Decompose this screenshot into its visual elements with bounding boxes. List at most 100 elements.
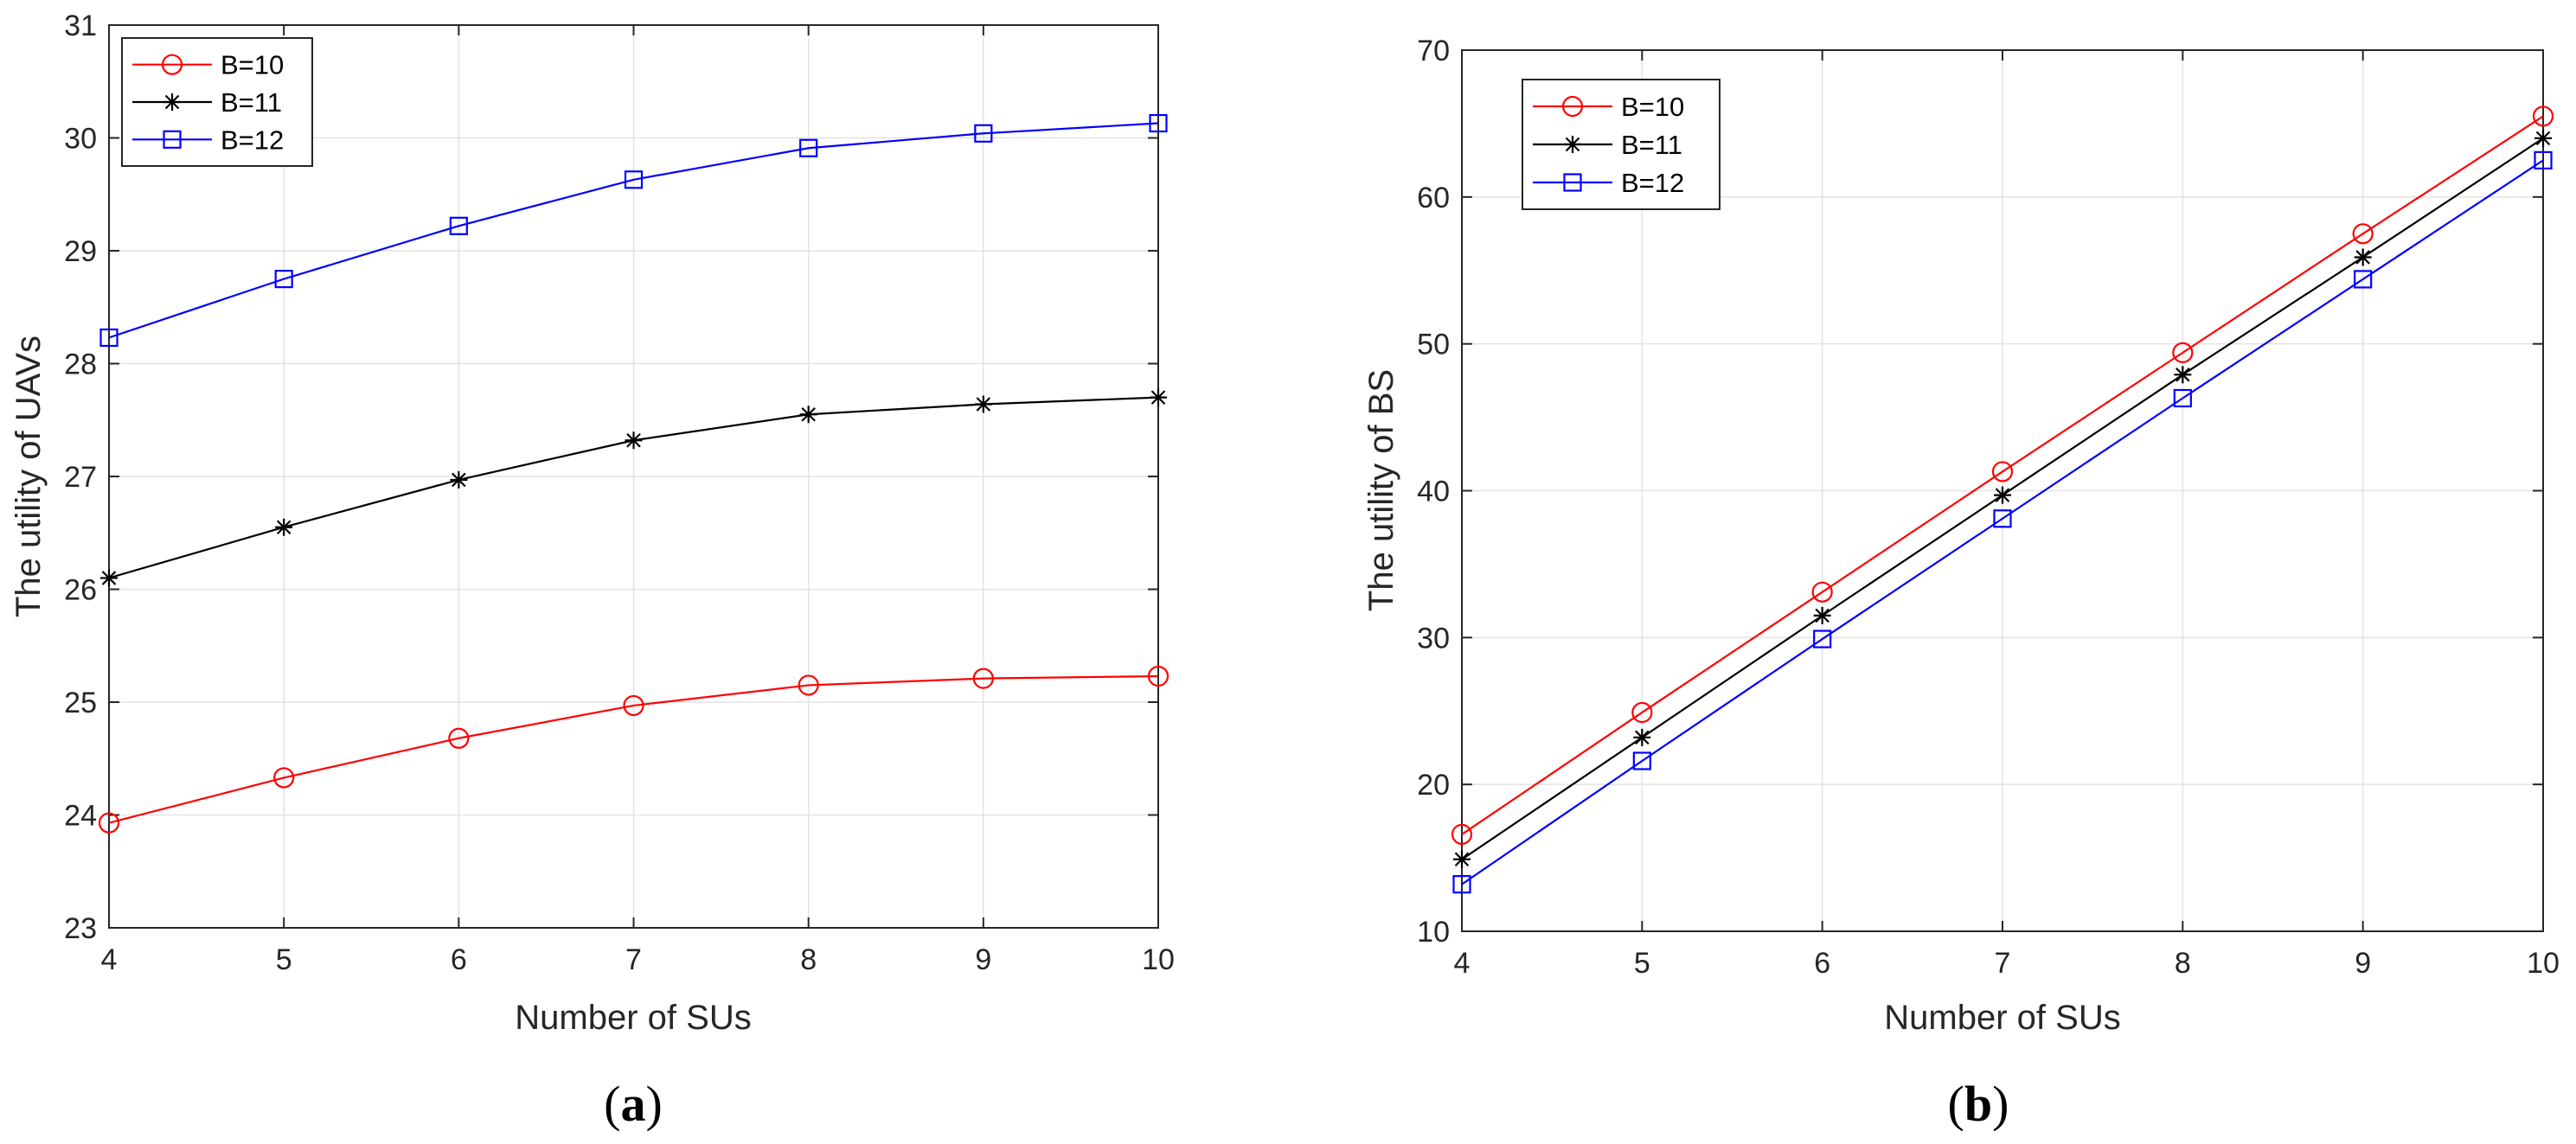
data-point (99, 328, 119, 348)
panel-label-b: b (1964, 1076, 1992, 1132)
data-point (624, 170, 644, 189)
panel-label-a: a (621, 1076, 646, 1132)
data-point (625, 431, 643, 450)
data-point (1993, 509, 2012, 528)
x-tick-label: 10 (2527, 947, 2560, 980)
data-point (1811, 581, 1833, 603)
data-point (1813, 630, 1832, 649)
data-point (1149, 113, 1168, 133)
y-tick-label: 40 (1417, 476, 1450, 508)
x-axis-title-a: Number of SUs (515, 999, 751, 1037)
panel-caption-a: (a) (604, 1076, 663, 1132)
legend-marker (161, 54, 183, 75)
y-tick-label: 29 (64, 235, 97, 268)
y-tick-label: 10 (1417, 916, 1450, 949)
x-tick-label: 4 (101, 943, 118, 976)
data-point (450, 470, 468, 489)
data-point (275, 518, 293, 536)
series-line (108, 674, 1159, 824)
y-tick-label: 30 (1417, 622, 1450, 655)
data-point (448, 727, 470, 749)
x-axis-title-b: Number of SUs (1884, 999, 2120, 1037)
series-line (1461, 115, 2544, 835)
y-axis-title-b: The utility of BS (1362, 369, 1400, 611)
data-point (273, 767, 295, 789)
data-point (1633, 728, 1651, 746)
data-point (274, 270, 293, 289)
y-tick-label: 70 (1417, 35, 1450, 67)
legend-label: B=12 (1621, 168, 1684, 198)
x-tick-label: 8 (2175, 947, 2191, 980)
legend-marker (1564, 136, 1581, 153)
legend-label: B=12 (221, 125, 284, 155)
data-point (1147, 665, 1169, 687)
data-point (2352, 223, 2374, 245)
data-point (799, 138, 818, 157)
data-point (2534, 150, 2553, 169)
y-tick-label: 27 (64, 461, 97, 494)
x-tick-label: 6 (1814, 947, 1830, 980)
legend-label: B=10 (221, 50, 284, 80)
legend-marker (163, 130, 182, 149)
data-point (2354, 270, 2373, 289)
data-point (1453, 850, 1471, 868)
y-tick-label: 31 (64, 10, 97, 42)
legend-b: B=10 B=11 B=12 (1522, 79, 1721, 210)
data-point (974, 124, 993, 143)
x-tick-label: 4 (1454, 947, 1471, 980)
x-tick-label: 8 (800, 943, 817, 976)
series-line (1461, 159, 2544, 885)
data-point (2354, 248, 2372, 266)
x-tick-label: 9 (2355, 947, 2371, 980)
x-tick-label: 6 (451, 943, 467, 976)
data-point (798, 674, 819, 696)
series-group-a (98, 113, 1169, 834)
ticks-a: 4 5 6 7 8 9 10 23 24 25 26 27 28 29 30 31 (64, 10, 1175, 976)
series-line (108, 122, 1159, 339)
x-tick-label: 5 (276, 943, 292, 976)
data-point (100, 569, 118, 587)
data-point (2532, 105, 2554, 127)
x-tick-label: 5 (1634, 947, 1650, 980)
data-point (799, 406, 817, 424)
legend-marker (163, 93, 181, 111)
data-point (1991, 461, 2014, 483)
data-point (1150, 388, 1167, 406)
y-tick-label: 24 (64, 800, 97, 833)
legend-label: B=11 (1621, 130, 1682, 160)
x-tick-label: 10 (1142, 943, 1175, 976)
y-tick-label: 60 (1417, 182, 1450, 214)
series-group-b (1451, 105, 2554, 894)
data-point (623, 694, 644, 717)
y-tick-label: 28 (64, 348, 97, 381)
y-tick-label: 50 (1417, 329, 1450, 361)
legend-label: B=11 (221, 87, 282, 118)
data-point (1632, 751, 1651, 770)
y-tick-label: 23 (64, 912, 97, 945)
data-point (1813, 606, 1831, 624)
data-point (449, 216, 468, 235)
data-point (2174, 366, 2192, 384)
data-point (1631, 701, 1653, 724)
data-point (974, 395, 992, 413)
y-tick-label: 20 (1417, 769, 1450, 802)
x-tick-label: 7 (1995, 947, 2011, 980)
data-point (98, 812, 120, 834)
data-point (1451, 823, 1473, 846)
y-tick-label: 26 (64, 574, 97, 607)
chart-panel-b: 4 5 6 7 8 9 10 10 20 30 40 50 60 70 B=10 B=11 B=12 Numb… (1362, 35, 2560, 1132)
legend-marker (1561, 95, 1584, 118)
data-point (1452, 875, 1471, 894)
legend-a: B=10 B=11 B=12 (121, 37, 313, 167)
y-tick-label: 25 (64, 687, 97, 719)
data-point (2534, 129, 2552, 147)
panel-caption-b: (b) (1948, 1076, 2009, 1132)
y-axis-title-a: The utility of UAVs (10, 336, 48, 617)
data-point (2173, 388, 2192, 408)
data-point (2172, 342, 2194, 363)
legend-label: B=10 (1621, 92, 1684, 122)
legend-marker (1563, 173, 1582, 192)
ticks-b: 4 5 6 7 8 9 10 10 20 30 40 50 60 70 (1417, 35, 2560, 980)
data-point (972, 668, 994, 689)
